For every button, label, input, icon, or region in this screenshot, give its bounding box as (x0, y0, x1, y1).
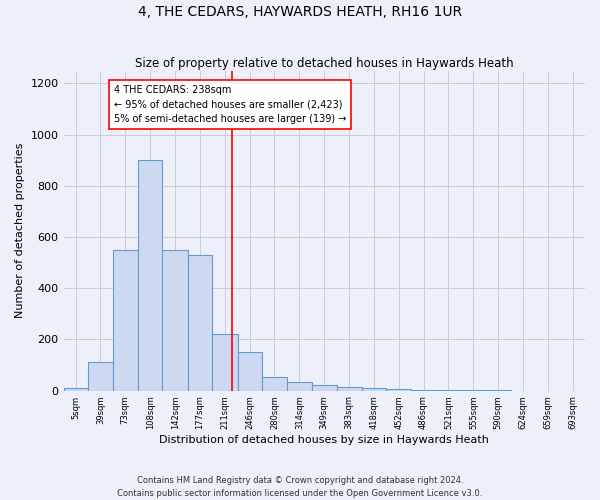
Title: Size of property relative to detached houses in Haywards Heath: Size of property relative to detached ho… (135, 56, 514, 70)
Bar (362, 388, 386, 390)
Bar (287, 382, 312, 390)
Bar (88, 362, 113, 390)
Text: 4 THE CEDARS: 238sqm
← 95% of detached houses are smaller (2,423)
5% of semi-det: 4 THE CEDARS: 238sqm ← 95% of detached h… (114, 84, 346, 124)
Bar (212, 334, 238, 390)
Text: 4, THE CEDARS, HAYWARDS HEATH, RH16 1UR: 4, THE CEDARS, HAYWARDS HEATH, RH16 1UR (138, 5, 462, 19)
Bar (113, 250, 138, 390)
Y-axis label: Number of detached properties: Number of detached properties (15, 143, 25, 318)
Bar (312, 386, 337, 390)
Bar (163, 250, 188, 390)
Text: Contains HM Land Registry data © Crown copyright and database right 2024.
Contai: Contains HM Land Registry data © Crown c… (118, 476, 482, 498)
Bar (238, 352, 262, 391)
Bar (138, 160, 163, 390)
Bar (64, 388, 88, 390)
Bar (337, 386, 362, 390)
Bar (262, 376, 287, 390)
Bar (188, 255, 212, 390)
X-axis label: Distribution of detached houses by size in Haywards Heath: Distribution of detached houses by size … (160, 435, 489, 445)
